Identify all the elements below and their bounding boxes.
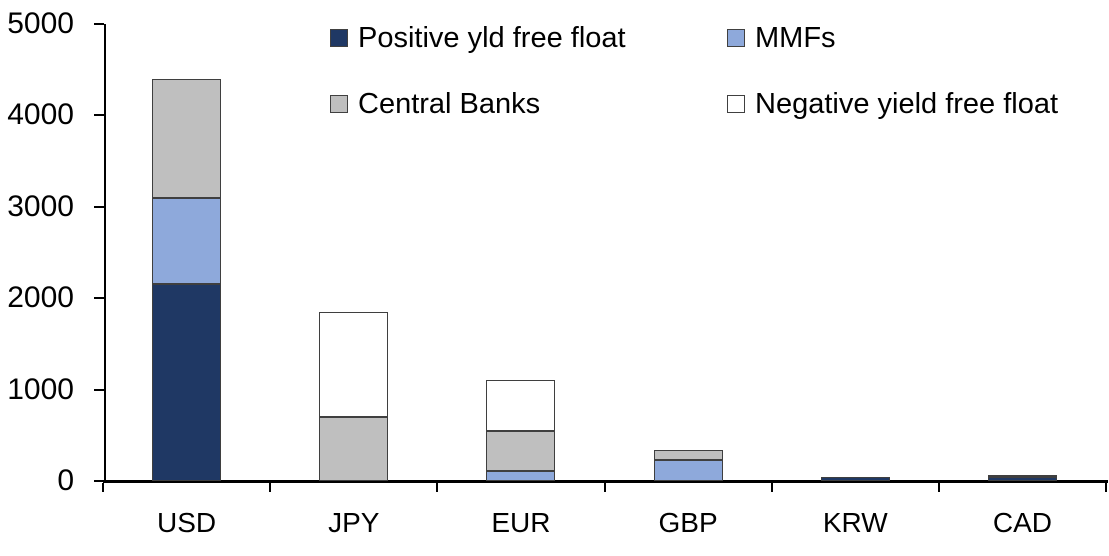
legend-item: MMFs	[727, 22, 836, 54]
y-tick	[94, 205, 104, 208]
legend-swatch-icon	[330, 29, 348, 47]
bar-segment-usd	[152, 284, 222, 481]
bar-segment-usd	[152, 197, 222, 285]
y-tick	[94, 297, 104, 300]
bar-segment-jpy	[319, 311, 389, 418]
y-tick	[94, 480, 104, 482]
y-axis-tick-label: 2000	[7, 281, 74, 315]
y-axis-tick-label: 5000	[7, 7, 74, 40]
y-axis-tick-label: 3000	[7, 189, 74, 223]
x-tick	[269, 483, 272, 492]
legend-label: MMFs	[755, 22, 836, 54]
legend-swatch-icon	[727, 29, 745, 47]
bar-segment-krw	[820, 477, 890, 481]
legend-label: Central Banks	[358, 88, 541, 120]
x-axis-category-label: GBP	[658, 507, 718, 538]
y-tick	[94, 23, 104, 25]
x-tick	[1105, 483, 1107, 492]
bar-segment-eur	[486, 430, 556, 471]
x-tick	[937, 483, 940, 492]
y-tick	[94, 388, 104, 391]
legend-item: Positive yld free float	[330, 22, 626, 54]
bar-segment-cad	[987, 477, 1057, 481]
y-tick	[94, 114, 104, 117]
bar-segment-gbp	[653, 459, 723, 481]
x-axis-category-label: USD	[157, 507, 217, 538]
legend-item: Central Banks	[330, 88, 540, 120]
x-tick	[436, 483, 439, 492]
x-axis-line	[103, 480, 1108, 483]
x-axis-category-label: CAD	[992, 507, 1052, 538]
bar-segment-jpy	[319, 417, 389, 481]
y-axis-tick-label: 0	[57, 464, 74, 497]
bar-segment-eur	[486, 470, 556, 481]
x-tick	[102, 483, 104, 492]
legend-label: Positive yld free float	[358, 22, 626, 54]
x-axis-category-label: JPY	[328, 507, 380, 538]
y-axis-tick-label: 1000	[7, 372, 74, 406]
bar-segment-cad	[987, 474, 1057, 478]
legend-item: Negative yield free float	[727, 88, 1058, 120]
legend-swatch-icon	[330, 95, 348, 113]
x-tick	[603, 483, 606, 492]
y-axis-tick-label: 4000	[7, 98, 74, 132]
x-tick	[770, 483, 773, 492]
bar-segment-usd	[152, 78, 222, 198]
x-axis-category-label: EUR	[491, 507, 551, 538]
x-axis-category-label: KRW	[822, 507, 888, 538]
legend-swatch-icon	[727, 95, 745, 113]
y-axis-line	[104, 24, 106, 483]
legend-label: Negative yield free float	[755, 88, 1059, 120]
bar-segment-eur	[486, 379, 556, 431]
bar-segment-gbp	[653, 449, 723, 460]
